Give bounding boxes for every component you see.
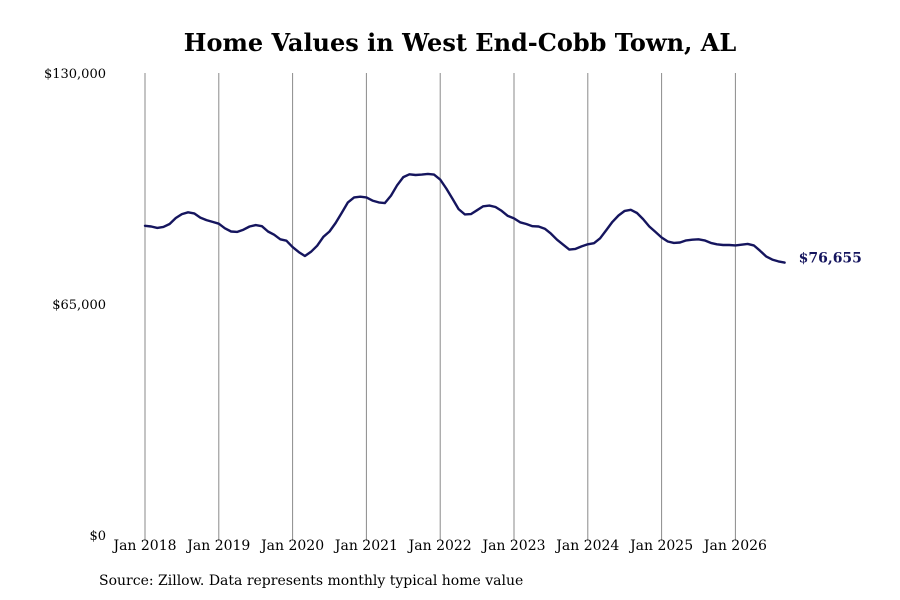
y-axis-ticks: $0 $65,000 $130,000	[44, 67, 106, 544]
x-tick-label: Jan 2024	[554, 538, 619, 554]
x-tick-label: Jan 2023	[480, 538, 545, 554]
gridlines	[144, 73, 736, 541]
x-tick-label: Jan 2021	[333, 538, 398, 554]
series	[143, 172, 786, 264]
x-tick-label: Jan 2025	[628, 538, 693, 554]
x-tick-label: Jan 2022	[407, 538, 472, 554]
y-tick-label: $0	[89, 529, 106, 544]
x-tick-label: Jan 2018	[111, 538, 176, 554]
x-tick-label: Jan 2019	[185, 538, 250, 554]
y-tick-label: $65,000	[52, 298, 106, 313]
end-value-label: $76,655	[799, 251, 862, 267]
x-tick-label: Jan 2026	[702, 538, 767, 554]
x-axis-ticks: Jan 2018 Jan 2019 Jan 2020 Jan 2021 Jan 2022…	[111, 538, 767, 554]
x-tick-label: Jan 2020	[259, 538, 324, 554]
chart-title: Home Values in West End-Cobb Town, AL	[183, 28, 737, 57]
end-label-group: $76,655	[799, 251, 862, 267]
series-line	[143, 172, 786, 264]
source-note: Source: Zillow. Data represents monthly …	[99, 573, 524, 589]
y-tick-label: $130,000	[44, 67, 106, 82]
